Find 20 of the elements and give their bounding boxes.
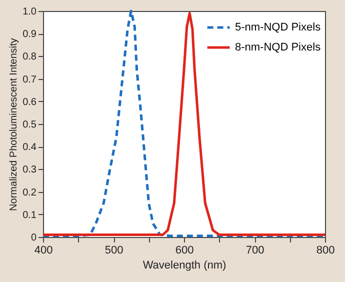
y-tick-label: 1.0 [22,6,37,18]
x-tick-label: 400 [34,244,53,256]
y-tick-label: 0.6 [22,96,37,108]
y-tick-label: 0.4 [22,142,37,154]
y-tick-label: 0.7 [22,74,37,86]
y-tick-label: 0 [30,232,37,244]
y-axis-title: Normalized Photoluminescent Intensity [8,38,20,211]
x-tick-label: 600 [175,244,194,256]
legend-label: 5-nm-NQD Pixels [235,22,322,34]
y-tick-label: 0.2 [22,187,37,198]
y-tick-label: 0.8 [22,52,37,63]
y-tick-label: 0.3 [22,164,37,176]
x-axis-title: Wavelength (nm) [142,260,226,272]
x-tick-label: 500 [104,244,124,256]
y-tick-label: 0.1 [22,210,37,221]
y-tick-label: 0.9 [22,29,37,40]
legend-label: 8-nm-NQD Pixels [235,42,322,54]
x-tick-label: 800 [316,244,335,256]
y-tick-label: 0.5 [22,120,37,130]
x-tick-label: 700 [246,244,264,256]
